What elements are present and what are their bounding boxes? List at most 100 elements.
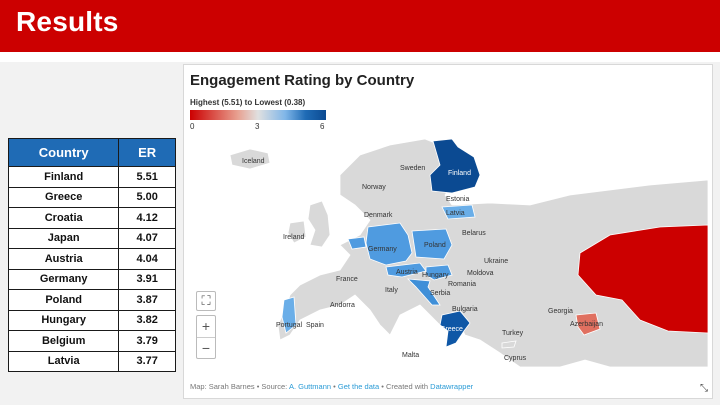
iceland-shape	[229, 148, 271, 170]
map-card: Engagement Rating by Country Highest (5.…	[183, 64, 713, 399]
resize-icon[interactable]: ⤡	[700, 383, 708, 394]
table-row: Finland 5.51	[7, 166, 176, 188]
country-cell: Hungary	[7, 309, 120, 331]
croatia-shape[interactable]	[406, 278, 441, 306]
label-hungary: Hungary	[422, 272, 449, 279]
footer-created: • Created with	[381, 382, 429, 391]
map-title: Engagement Rating by Country	[190, 72, 415, 89]
austria-shape[interactable]	[385, 262, 427, 278]
russia-shape[interactable]	[577, 224, 708, 334]
label-bulgaria: Bulgaria	[452, 306, 478, 313]
label-belarus: Belarus	[462, 230, 486, 237]
er-cell: 4.07	[118, 227, 176, 249]
label-moldova: Moldova	[467, 270, 494, 277]
legend-tick-6: 6	[320, 122, 325, 131]
er-cell: 5.51	[118, 166, 176, 188]
engagement-table: Country ER Finland 5.51 Greece 5.00 Croati…	[7, 138, 176, 372]
cyprus-shape	[501, 340, 517, 349]
table-row: Japan 4.07	[7, 227, 176, 249]
table-row: Poland 3.87	[7, 289, 176, 311]
map-footer: Map: Sarah Barnes • Source: A. Guttmann …	[190, 382, 473, 391]
label-italy: Italy	[385, 287, 398, 294]
table-row: Hungary 3.82	[7, 309, 176, 331]
poland-shape[interactable]	[411, 228, 453, 260]
label-ireland: Ireland	[283, 234, 305, 241]
footer-credit: Map: Sarah Barnes • Source:	[190, 382, 288, 391]
label-spain: Spain	[306, 322, 324, 329]
label-turkey: Turkey	[502, 330, 524, 337]
ireland-shape	[287, 220, 307, 244]
fullscreen-button[interactable]: ⛶	[196, 291, 216, 311]
zoom-in-button[interactable]: +	[201, 318, 211, 334]
label-estonia: Estonia	[446, 196, 469, 203]
country-cell: Latvia	[7, 350, 120, 372]
germany-shape[interactable]	[365, 222, 413, 266]
label-latvia: Latvia	[446, 210, 465, 217]
hungary-shape[interactable]	[425, 264, 453, 281]
label-ukraine: Ukraine	[484, 258, 508, 265]
datawrapper-link[interactable]: Datawrapper	[430, 382, 474, 391]
country-cell: Poland	[7, 289, 120, 311]
label-georgia: Georgia	[548, 308, 573, 315]
legend-label: Highest (5.51) to Lowest (0.38)	[190, 98, 306, 107]
column-header-er: ER	[118, 138, 176, 167]
label-finland: Finland	[448, 170, 471, 177]
page-title: Results	[16, 6, 119, 37]
country-cell: Belgium	[7, 330, 120, 352]
label-serbia: Serbia	[430, 290, 450, 297]
country-cell: Austria	[7, 248, 120, 270]
column-header-country: Country	[7, 138, 120, 167]
belgium-shape[interactable]	[347, 236, 367, 250]
label-greece: Greece	[440, 326, 463, 333]
legend-gradient	[190, 110, 326, 120]
country-cell: Finland	[7, 166, 120, 188]
country-cell: Greece	[7, 186, 120, 208]
er-cell: 3.87	[118, 289, 176, 311]
zoom-out-button[interactable]: −	[201, 340, 211, 356]
legend-tick-3: 3	[255, 122, 260, 131]
er-cell: 3.79	[118, 330, 176, 352]
source-link[interactable]: A. Guttmann	[288, 382, 332, 391]
portugal-shape[interactable]	[281, 296, 297, 334]
label-austria: Austria	[396, 269, 418, 276]
table-row: Latvia 3.77	[7, 350, 176, 372]
table-row: Austria 4.04	[7, 248, 176, 270]
table-row: Belgium 3.79	[7, 330, 176, 352]
country-cell: Germany	[7, 268, 120, 290]
label-malta: Malta	[402, 352, 419, 359]
footer-separator: •	[333, 382, 336, 391]
finland-shape[interactable]	[429, 138, 481, 194]
fullscreen-icon: ⛶	[201, 293, 211, 308]
header-bar: Results	[0, 0, 720, 52]
label-iceland: Iceland	[242, 158, 265, 165]
er-cell: 4.04	[118, 248, 176, 270]
table-header-row: Country ER	[7, 138, 176, 167]
label-poland: Poland	[424, 242, 446, 249]
azerbaijan-shape[interactable]	[575, 312, 601, 336]
uk-shape	[307, 200, 331, 248]
er-cell: 3.91	[118, 268, 176, 290]
label-germany: Germany	[368, 246, 397, 253]
zoom-divider	[197, 337, 215, 338]
label-romania: Romania	[448, 281, 476, 288]
latvia-shape[interactable]	[441, 204, 476, 220]
legend-tick-0: 0	[190, 122, 195, 131]
table-row: Germany 3.91	[7, 268, 176, 290]
er-cell: 3.77	[118, 350, 176, 372]
er-cell: 3.82	[118, 309, 176, 331]
label-norway: Norway	[362, 184, 386, 191]
er-cell: 4.12	[118, 207, 176, 229]
country-cell: Croatia	[7, 207, 120, 229]
europe-map[interactable]: Iceland Sweden Finland Norway Estonia La…	[190, 135, 708, 367]
label-sweden: Sweden	[400, 165, 425, 172]
get-data-link[interactable]: Get the data	[337, 382, 380, 391]
label-france: France	[336, 276, 358, 283]
label-cyprus: Cyprus	[504, 355, 527, 362]
table-row: Croatia 4.12	[7, 207, 176, 229]
label-denmark: Denmark	[364, 212, 393, 219]
zoom-controls: + −	[196, 315, 216, 359]
country-cell: Japan	[7, 227, 120, 249]
greece-shape[interactable]	[439, 310, 471, 348]
table-row: Greece 5.00	[7, 186, 176, 208]
